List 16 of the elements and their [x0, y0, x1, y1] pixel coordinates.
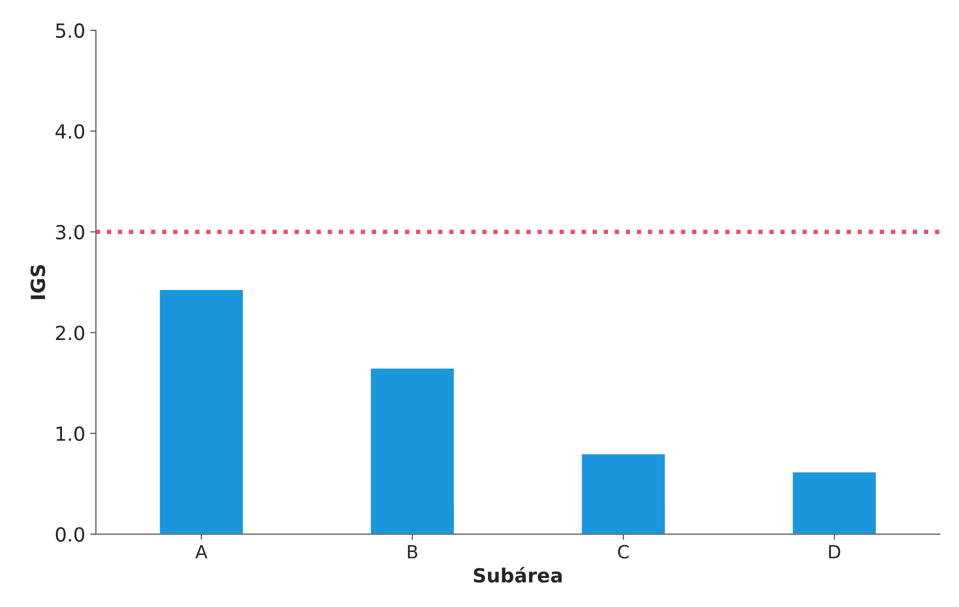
bar — [580, 452, 666, 534]
y-tick-label: 3.0 — [56, 224, 84, 240]
x-tick-label: B — [408, 545, 418, 558]
x-axis-title: Subárea — [474, 566, 562, 583]
x-tick-label: A — [195, 545, 208, 558]
y-tick-label: 1.0 — [56, 426, 84, 442]
bar — [158, 288, 244, 534]
bar — [791, 470, 878, 534]
y-tick-label: 2.0 — [56, 326, 84, 340]
y-tick-label: 5.0 — [56, 23, 84, 38]
bar — [369, 367, 456, 534]
x-tick-label: C — [618, 544, 629, 559]
x-tick-label: D — [829, 545, 840, 558]
y-axis-title: IGS — [30, 265, 46, 300]
y-tick-label: 4.0 — [56, 124, 84, 139]
y-tick-label: 0.0 — [56, 527, 84, 542]
